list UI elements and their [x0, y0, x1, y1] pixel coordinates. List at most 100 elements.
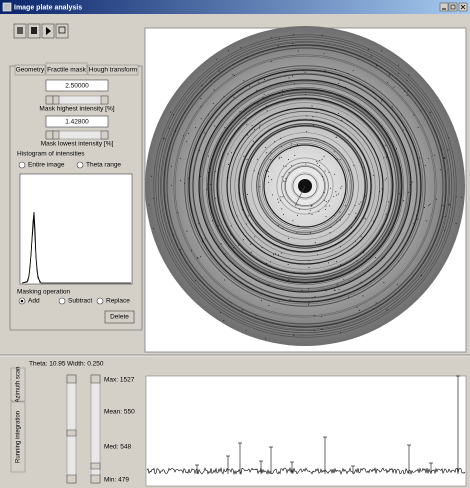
speckle	[334, 290, 336, 291]
maximize-button[interactable]	[448, 2, 458, 12]
lowest-input[interactable]	[45, 115, 109, 128]
ring	[255, 136, 355, 236]
speckle	[387, 82, 389, 84]
speckle	[233, 96, 235, 98]
speckle	[430, 111, 431, 113]
speckle	[314, 315, 316, 317]
side-tab[interactable]	[10, 367, 26, 402]
stat-mean: Mean: 550	[104, 409, 135, 416]
slider-thumb[interactable]	[66, 429, 77, 437]
scroll-left[interactable]	[45, 95, 54, 105]
speckle	[420, 109, 422, 111]
speckle	[238, 244, 240, 246]
speckle	[170, 184, 172, 186]
speckle	[259, 124, 261, 126]
scroll-right[interactable]	[100, 95, 109, 105]
speckle	[283, 165, 285, 167]
speckle	[150, 175, 152, 177]
speckle	[309, 232, 311, 234]
slider-down[interactable]	[66, 474, 77, 484]
radio-subtract[interactable]	[58, 297, 66, 305]
scan-trace	[146, 375, 466, 476]
speckle	[277, 254, 279, 256]
lowest-scrollbar[interactable]	[45, 130, 109, 140]
ring	[281, 162, 329, 210]
speckle	[400, 114, 402, 116]
speckle	[353, 230, 355, 232]
radio-entire[interactable]	[18, 161, 26, 169]
speckle	[384, 179, 386, 181]
scroll-right[interactable]	[100, 130, 109, 140]
radio-theta[interactable]	[76, 161, 84, 169]
slider-up[interactable]	[66, 374, 77, 384]
speckle	[265, 170, 267, 172]
radio-label: Add	[28, 298, 40, 305]
window-button[interactable]	[55, 23, 69, 39]
ring	[256, 137, 354, 235]
speckle	[322, 175, 324, 177]
highest-input[interactable]	[45, 79, 109, 92]
speckle	[347, 73, 349, 74]
speckle	[385, 177, 387, 179]
speckle	[234, 75, 235, 76]
speckle	[341, 185, 343, 187]
speckle	[307, 304, 309, 306]
slider-2[interactable]	[90, 374, 101, 484]
slider-thumb[interactable]	[90, 462, 101, 470]
speckle	[305, 163, 307, 165]
speckle	[375, 302, 377, 304]
speckle	[397, 260, 399, 262]
slider-down[interactable]	[90, 474, 101, 484]
speckle	[323, 192, 325, 193]
speckle	[265, 152, 267, 154]
slider-1[interactable]	[66, 374, 77, 484]
speckle	[284, 75, 286, 77]
speckle	[254, 236, 256, 238]
tab[interactable]	[45, 62, 88, 76]
minimize-button[interactable]	[439, 2, 449, 12]
speckle	[316, 160, 318, 162]
speckle	[250, 251, 252, 253]
scroll-thumb[interactable]	[52, 95, 60, 105]
speckle	[455, 196, 457, 198]
speckle	[340, 264, 342, 266]
radio-replace[interactable]	[96, 297, 104, 305]
tab[interactable]	[14, 64, 46, 76]
speckle	[339, 79, 341, 81]
speckle	[340, 187, 342, 189]
delete-button[interactable]	[104, 310, 135, 324]
speckle	[315, 138, 317, 140]
window-controls[interactable]	[439, 2, 468, 12]
speckle	[351, 227, 353, 229]
speckle	[424, 207, 425, 208]
speckle	[232, 74, 234, 76]
width-label: Width: 0.250	[67, 361, 104, 368]
speckle	[236, 215, 238, 217]
speckle	[213, 89, 215, 91]
scroll-left[interactable]	[45, 130, 54, 140]
speckle	[277, 198, 279, 200]
highest-label: Mask highest intensity [%]	[39, 106, 114, 113]
speckle	[316, 162, 318, 164]
beam-stop-arm	[294, 185, 306, 207]
tab[interactable]	[87, 64, 139, 76]
speckle	[268, 283, 270, 285]
speckle	[297, 50, 299, 52]
speckle	[324, 208, 326, 210]
speckle	[339, 159, 341, 161]
highest-scrollbar[interactable]	[45, 95, 109, 105]
speckle	[381, 258, 383, 260]
speckle	[152, 197, 154, 199]
speckle	[355, 216, 357, 218]
speckle	[315, 111, 317, 113]
scroll-thumb[interactable]	[52, 130, 60, 140]
speckle	[329, 232, 331, 234]
speckle	[383, 157, 385, 159]
app-icon	[2, 2, 12, 12]
slider-up[interactable]	[90, 374, 101, 384]
speckle	[206, 188, 208, 190]
speckle	[330, 187, 331, 189]
side-tab[interactable]	[10, 401, 26, 473]
speckle	[271, 179, 273, 181]
speckle	[194, 280, 196, 282]
